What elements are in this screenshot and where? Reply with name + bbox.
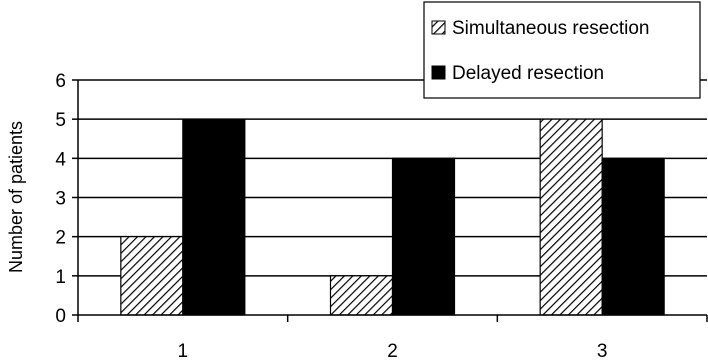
y-tick-label: 5: [55, 110, 66, 131]
x-tick-label: 3: [597, 341, 608, 362]
legend: Simultaneous resection Delayed resection: [423, 1, 701, 99]
x-tick-label: 2: [387, 341, 398, 362]
y-tick-label: 2: [55, 228, 66, 249]
legend-label-delayed: Delayed resection: [452, 63, 604, 84]
x-tick-labels: 1 2 3: [178, 341, 608, 362]
y-tick-label: 4: [55, 149, 66, 170]
bar-simultaneous-2: [329, 275, 394, 316]
bar-delayed-1: [182, 118, 246, 316]
bars-group: [120, 118, 665, 316]
axes: [72, 79, 708, 322]
x-tick-label: 1: [178, 341, 189, 362]
legend-swatch-simultaneous: [431, 20, 446, 35]
y-tick-label: 3: [55, 189, 66, 210]
y-tick-labels: 0 1 2 3 4 5 6: [55, 71, 66, 327]
bar-delayed-3: [601, 157, 665, 316]
y-tick-label: 6: [55, 71, 66, 92]
y-tick-label: 1: [55, 267, 66, 288]
bar-delayed-2: [391, 157, 456, 316]
y-tick-label: 0: [55, 306, 66, 327]
y-axis-title: Number of patients: [6, 121, 26, 273]
legend-swatch-delayed: [431, 65, 446, 80]
bar-simultaneous-1: [120, 236, 184, 316]
legend-label-simultaneous: Simultaneous resection: [452, 18, 650, 39]
legend-box: [423, 1, 701, 99]
bar-simultaneous-3: [539, 118, 603, 316]
